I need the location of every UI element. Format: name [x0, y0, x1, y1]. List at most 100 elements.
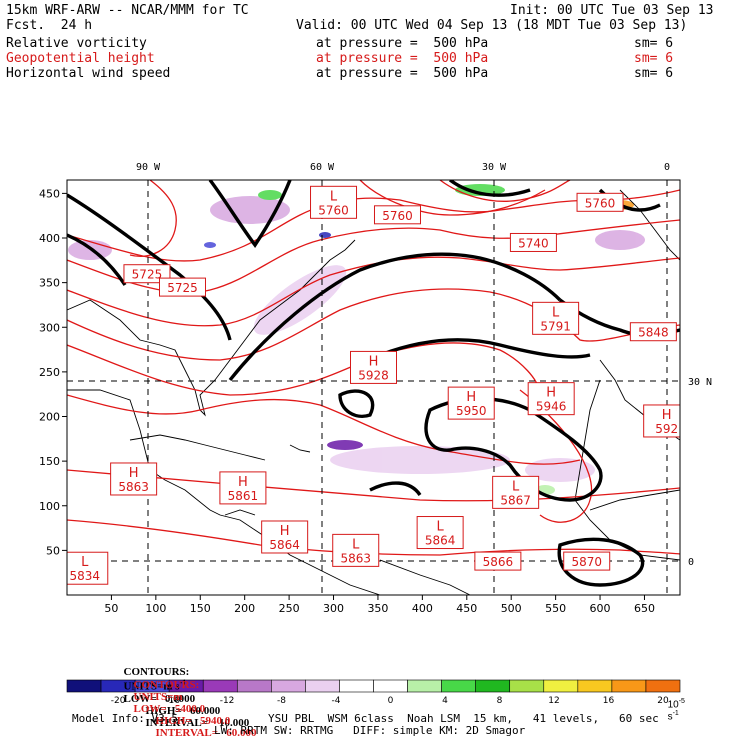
legend-red-high: HIGH= 5940.0: [155, 715, 231, 727]
colorbar-label: 20: [657, 696, 669, 706]
field-wind-name: Horizontal wind speed: [6, 66, 171, 81]
pressure-center: 5760: [373, 205, 421, 225]
colorbar-unit-tail: s: [667, 711, 673, 723]
colorbar-label: -12: [220, 696, 235, 706]
pressure-center: 5725: [158, 277, 206, 297]
model-info: Model Info: V3.5: [72, 712, 178, 725]
y-tick-label: 450: [39, 187, 60, 200]
field-vorticity-sm: sm= 6: [634, 36, 674, 51]
center-box: [373, 205, 421, 225]
x-tick-label: 550: [545, 602, 566, 615]
center-box: [350, 350, 397, 384]
center-value: 5740: [518, 236, 549, 250]
y-tick-label: 50: [46, 544, 60, 557]
center-value: 5870: [571, 555, 602, 569]
center-value: 5725: [132, 268, 163, 282]
colorbar-swatch: [543, 679, 579, 693]
colorbar-label: -4: [332, 696, 341, 706]
center-box: [492, 475, 540, 509]
center-type: H: [369, 354, 379, 369]
center-box: [158, 277, 206, 297]
wind-contours: [67, 180, 680, 587]
x-tick-label: 450: [456, 602, 477, 615]
pressure-center: 5848: [629, 322, 677, 342]
center-type: H: [546, 386, 556, 401]
center-value: 5864: [269, 538, 300, 552]
center-box: [576, 192, 624, 212]
pressure-center: 5870: [563, 551, 611, 571]
model-title: 15km WRF-ARW -- NCAR/MMM for TC: [6, 3, 249, 18]
legend-red-interval: INTERVAL= 60.000: [155, 727, 257, 739]
y-tick-label: 250: [39, 366, 60, 379]
field-height-level: at pressure = 500 hPa: [316, 51, 489, 66]
colorbar-label: 12: [548, 696, 559, 706]
center-value: 5791: [540, 319, 571, 333]
center-type: H: [466, 390, 476, 405]
x-tick-label: 50: [104, 602, 118, 615]
lat-lon-grid: [67, 180, 680, 595]
x-tick-label: 300: [323, 602, 344, 615]
x-tick-label: 100: [145, 602, 166, 615]
center-type: L: [352, 537, 360, 552]
lat-label: 30 N: [688, 377, 712, 388]
lon-label: 60 W: [310, 162, 335, 173]
center-box: [416, 516, 464, 550]
colorbar-label: -20: [111, 696, 126, 706]
init-time: Init: 00 UTC Tue 03 Sep 13: [510, 3, 714, 18]
legend-black-units-sup: -1: [179, 678, 187, 687]
center-box: [310, 185, 358, 219]
legend-red-label: CONTOURS:: [133, 679, 200, 691]
lon-label: 30 W: [482, 162, 507, 173]
x-tick-label: 250: [279, 602, 300, 615]
y-tick-label: 200: [39, 411, 60, 424]
center-value: 5863: [340, 551, 371, 565]
field-wind-level: at pressure = 500 hPa: [316, 66, 489, 81]
colorbar-swatch: [271, 679, 306, 693]
pressure-center: 5760: [576, 192, 624, 212]
colorbar-swatch: [305, 679, 340, 693]
colorbar-label: 4: [442, 696, 448, 706]
legend-black-label: CONTOURS:: [123, 666, 190, 678]
colorbar-swatch: [66, 679, 102, 693]
pressure-center: 5740: [509, 232, 557, 252]
field-vorticity-name: Relative vorticity: [6, 36, 147, 51]
center-box: [509, 232, 557, 252]
x-tick-label: 350: [367, 602, 388, 615]
legend-black-interval: INTERVAL= 10.000: [145, 716, 250, 729]
x-tick-label: 150: [190, 602, 211, 615]
field-height-sm: sm= 6: [634, 51, 674, 66]
center-type: L: [330, 189, 338, 204]
legend-black-units: UNITS=m s: [123, 680, 180, 693]
center-type: H: [238, 475, 248, 490]
center-box: [643, 404, 680, 438]
lon-label: 90 W: [136, 162, 161, 173]
center-box: [123, 264, 171, 284]
legend-black-low: LOW= 0.0000: [123, 692, 196, 705]
center-value: 5950: [456, 404, 487, 418]
colorbar-unit-base: 10: [667, 699, 679, 711]
colorbar-unit-tail-exp: -1: [672, 710, 679, 718]
y-tick-label: 150: [39, 455, 60, 468]
center-value: 5861: [228, 489, 259, 503]
colorbar-swatch: [339, 679, 374, 693]
center-box: [110, 462, 158, 496]
colorbar-label: -8: [277, 696, 286, 706]
center-value: 5863: [118, 480, 149, 494]
field-vorticity-level: at pressure = 500 hPa: [316, 36, 489, 51]
legend-red-units: UNITS=m: [133, 691, 183, 703]
center-type: L: [552, 305, 560, 320]
center-value: 5946: [536, 400, 567, 414]
center-type: L: [81, 555, 89, 570]
colorbar-swatch: [645, 679, 681, 693]
center-type: H: [129, 466, 139, 481]
y-tick-label: 350: [39, 277, 60, 290]
y-tick-label: 100: [39, 500, 60, 513]
